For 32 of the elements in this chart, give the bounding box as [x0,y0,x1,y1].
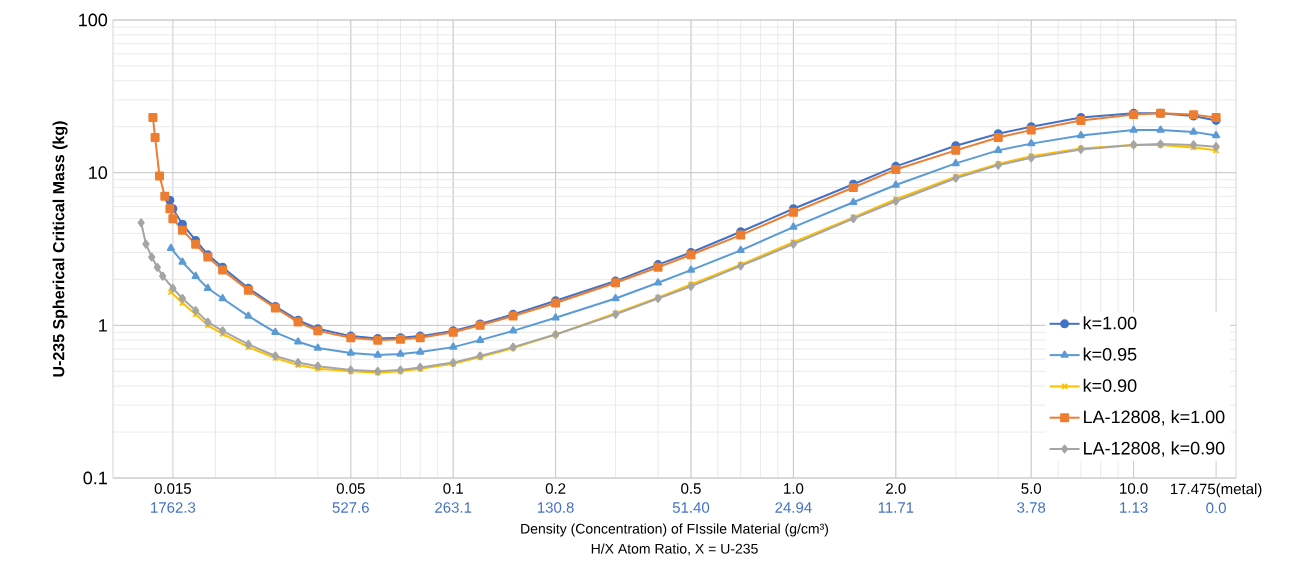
text: 51.40 [672,502,710,513]
text: 0.0 [1206,502,1226,514]
x-tick-label: 17.475(metal) [1170,483,1262,498]
text: 130.8 [537,502,574,513]
text: 3.78 [1017,502,1046,513]
x-tick-label: 0.1 [443,483,463,494]
legend-label: k=0.90 [1083,378,1137,392]
text: 263.1 [435,502,472,513]
text: 24.94 [775,502,812,513]
text: 1762.3 [151,502,196,513]
text: 527.6 [332,502,369,513]
legend-label: LA-12808, k=1.00 [1084,410,1225,426]
x-tick-label: 5.0 [1021,483,1042,494]
y-tick-label: 10 [89,166,108,180]
y-tick-label: 0.1 [83,471,107,485]
x-tick-label: 0.05 [336,483,365,494]
text: 1.13 [1120,502,1148,513]
x-axis-title: Density (Concentration) of FIssile Material (g/cm³) [521,523,829,537]
y-axis-title: U-235 Spherical Critical Mass (kg) [52,121,68,377]
text: 11.71 [878,502,914,513]
x-tick-label: 10.0 [1120,483,1148,494]
x-tick-label: 0.2 [545,483,566,494]
legend-label: LA-12808, k=0.90 [1084,441,1225,457]
x-tick-label: 2.0 [886,483,906,494]
x-tick-label: 0.015 [154,483,192,494]
y-tick-label: 1 [99,319,107,332]
legend-label: k=1.00 [1083,316,1137,330]
y-tick-label: 100 [79,13,108,27]
x-tick-label: 1.0 [784,483,804,494]
text: H/X Atom Ratio, X = U-235 [591,543,758,556]
x-tick-label: 0.5 [681,483,701,494]
legend-label: k=0.95 [1083,347,1137,361]
